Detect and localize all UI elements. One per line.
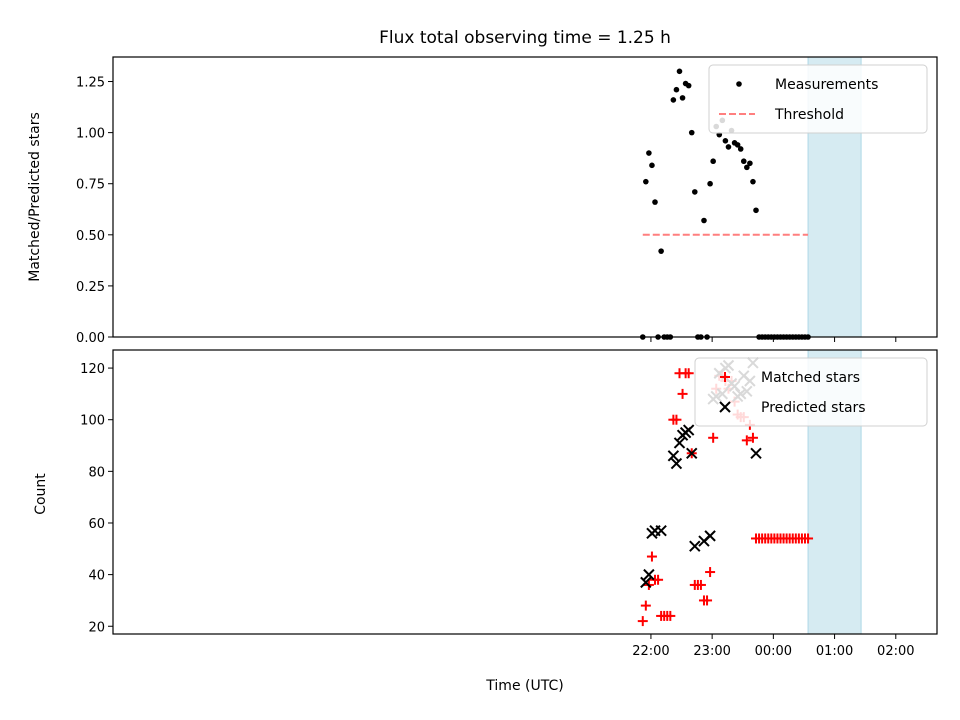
top-axes-frame [112,56,938,338]
bottom-y-tick-label-2: 60 [88,517,105,532]
bottom-series-predicted-stars-point-7-b [673,437,686,449]
bottom-series-predicted-stars-point-11-b [686,447,698,459]
bottom-series-matched-stars-point-3 [646,551,657,562]
top-series-measurements-point-34 [744,164,750,171]
x-axis-label: Time (UTC) [485,678,563,694]
top-series-measurements-point-32 [737,146,744,152]
top-y-tick-label-4: 1.00 [76,127,105,142]
bottom-series-predicted-stars-point-4 [655,525,667,537]
bottom-series-matched-stars-point-0 [637,616,648,627]
bottom-series-predicted-stars-point-14 [704,530,716,542]
bottom-legend-predicted-stars-swatch-b [719,401,731,413]
bottom-series-matched-stars-point-11 [671,414,682,425]
bottom-legend-box [694,357,928,427]
bottom-series-matched-stars-point-54 [803,533,814,544]
bottom-x-tick-label-2: 00:00 [755,644,792,659]
bottom-series-predicted-stars-point-11 [686,447,698,459]
bottom-series-predicted-stars-point-6-b [670,457,683,470]
top-series-measurements-point-28 [725,144,732,150]
bottom-series-matched-stars-point-13 [677,388,688,399]
top-y-axis-label: Matched/Predicted stars [27,112,43,282]
top-y-tick-label-5: 1.25 [76,76,105,91]
bottom-y-axis-label: Count [33,473,49,515]
bottom-series-predicted-stars-point-1 [643,568,655,581]
top-series-measurements-point-35 [747,160,753,167]
top-series-measurements-point-23 [710,158,716,165]
top-y-tick-label-3: 0.75 [76,178,105,193]
top-series-measurements-point-31 [734,142,741,148]
bottom-series-matched-stars-point-21 [702,595,713,606]
top-series-measurements-point-20 [701,217,707,224]
top-legend-box [708,64,928,134]
bottom-series-predicted-stars-point-0-b [640,576,652,589]
top-series-measurements-point-37 [753,207,759,214]
bottom-series-matched-stars-point-23 [708,432,719,443]
top-series-measurements-point-3 [649,162,655,169]
top-series-measurements-point-12 [676,68,683,75]
bottom-y-tick-label-0: 20 [88,620,105,635]
bottom-series-matched-stars-point-22 [705,567,716,578]
top-y-tick-label-1: 0.25 [76,280,105,295]
bottom-series-predicted-stars-point-10-b [682,424,695,436]
bottom-x-tick-label-3: 01:00 [816,644,853,659]
bottom-series-predicted-stars-point-12-b [689,540,701,552]
bottom-series-matched-stars-point-34 [741,435,752,446]
top-series-measurements-point-16 [688,129,695,136]
top-legend-measurements-swatch [736,81,742,87]
top-series-measurements-point-4 [652,199,658,205]
bottom-x-tick-label-0: 22:00 [632,644,669,659]
bottom-legend-matched-stars-label: Matched stars [761,370,860,386]
bottom-series-matched-stars-point-5 [653,574,664,585]
bottom-series-matched-stars-point-1 [640,600,651,611]
top-series-measurements-point-2 [646,150,652,156]
bottom-y-tick-label-4: 100 [80,414,105,429]
bottom-series-matched-stars-point-15 [683,368,694,379]
bottom-series-matched-stars-point-9 [665,610,676,621]
bottom-series-predicted-stars-point-29 [750,447,762,459]
bottom-series-predicted-stars-point-10 [682,424,695,436]
bottom-y-tick-label-3: 80 [88,465,105,480]
bottom-series-predicted-stars-point-0 [640,576,652,589]
bottom-series-predicted-stars-point-5-b [667,450,680,462]
bottom-series-matched-stars-point-19 [695,579,706,590]
bottom-legend-predicted-stars-swatch [719,401,731,413]
bottom-series-matched-stars-point-36 [747,432,758,443]
bottom-series-predicted-stars-point-1-b [643,568,655,581]
bottom-x-tick-label-4: 02:00 [877,644,914,659]
top-legend-threshold-label: Threshold [774,107,844,123]
bottom-legend-matched-stars-swatch [720,372,730,382]
chart-title: Flux total observing time = 1.25 h [379,28,671,48]
bottom-series-predicted-stars-point-14-b [704,530,716,542]
plot-layer: 0.00 0.25 0.50 0.75 1.00 1.25 Measurements Thre… [76,56,938,659]
top-series-measurements-point-13 [679,95,686,101]
bottom-series-predicted-stars-point-6 [670,457,683,470]
bottom-legend: Matched stars Predicted stars [694,357,928,427]
top-series-measurements-point-33 [740,158,747,165]
top-series-measurements-point-1 [643,178,649,185]
top-series-measurements-point-6 [658,248,664,254]
top-series-measurements-point-15 [685,82,692,89]
top-legend-measurements-label: Measurements [775,77,878,93]
top-series-measurements-point-10 [670,97,677,103]
top-series-measurements-point-11 [673,86,680,93]
bottom-series-predicted-stars-point-7 [673,437,686,449]
bottom-series-predicted-stars-point-5 [667,450,680,462]
bottom-axes-frame [112,349,938,635]
bottom-series-predicted-stars-point-4-b [655,525,667,537]
bottom-legend-predicted-stars-label: Predicted stars [761,400,866,416]
bottom-series-predicted-stars-point-29-b [750,447,762,459]
top-series-measurements-point-27 [722,137,729,144]
top-legend: Measurements Threshold [708,64,928,134]
bottom-series-predicted-stars-point-12 [689,540,701,552]
bottom-x-tick-label-1: 23:00 [693,644,730,659]
top-y-tick-label-0: 0.00 [76,331,105,346]
top-series-measurements-point-22 [707,180,713,187]
bottom-y-tick-label-5: 120 [80,362,105,377]
top-series-measurements-point-36 [750,178,756,185]
top-series-measurements-point-17 [691,189,698,195]
bottom-y-tick-label-1: 40 [88,569,105,584]
top-y-tick-label-2: 0.50 [76,229,105,244]
